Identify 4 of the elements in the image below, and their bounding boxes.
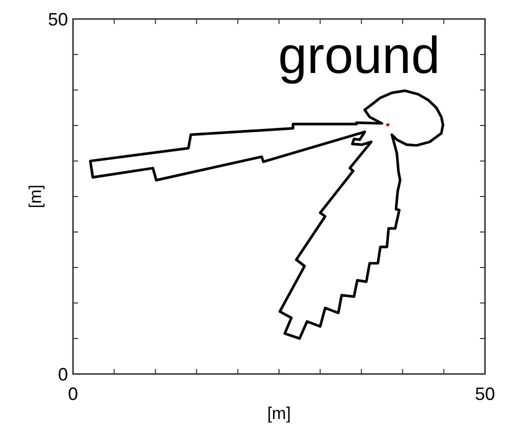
annotation: ground	[278, 27, 440, 85]
x-axis-title: [m]	[267, 404, 291, 423]
line-series	[89, 89, 444, 340]
y-axis-title: [m]	[26, 184, 45, 208]
